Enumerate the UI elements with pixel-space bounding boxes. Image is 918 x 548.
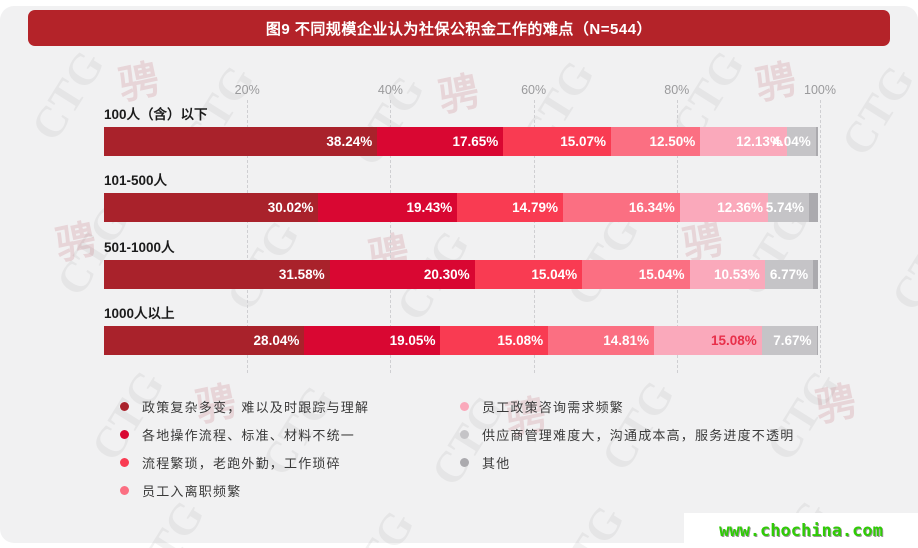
legend-dot-icon — [460, 429, 469, 439]
bar-segment — [809, 193, 819, 222]
x-axis-tick: 100% — [804, 83, 836, 97]
segment-value-label: 17.65% — [452, 134, 499, 149]
segment-value-label: 15.04% — [638, 267, 685, 282]
bar-segment: 28.04% — [104, 326, 305, 355]
legend-dot-icon — [120, 401, 129, 411]
bar-segment: 31.58% — [104, 260, 330, 289]
segment-value-label: 15.07% — [560, 134, 606, 149]
legend-item: 员工入离职频繁 — [120, 480, 369, 500]
bar-segment: 19.05% — [304, 326, 441, 355]
legend-dot-icon — [460, 401, 469, 411]
bar-segment: 15.07% — [503, 127, 611, 156]
site-link-box: www.chochina.com — [684, 513, 918, 548]
legend-item: 政策复杂多变，难以及时跟踪与理解 — [120, 396, 369, 416]
bar-segment: 17.65% — [377, 127, 504, 156]
segment-value-label: 12.13% — [736, 134, 782, 149]
legend-dot-icon — [120, 457, 129, 467]
gridline — [676, 100, 678, 373]
legend-label: 其他 — [482, 455, 511, 471]
segment-value-label: 16.34% — [628, 200, 675, 215]
segment-value-label: 12.50% — [649, 134, 696, 149]
legend-item: 其他 — [460, 452, 794, 472]
x-axis-tick: 20% — [234, 83, 260, 97]
stacked-bar: 28.04% 19.05% 15.08% 14.81% 15.08% 7.67% — [104, 326, 819, 355]
legend-dot-icon — [120, 485, 129, 495]
bar-segment: 7.67% — [761, 326, 817, 355]
bar-segment: 30.02% — [104, 193, 319, 222]
bar-segment: 16.34% — [562, 193, 680, 222]
gridline — [247, 100, 249, 373]
stacked-bar: 38.24% 17.65% 15.07% 12.50% 12.13% 4.04% — [104, 127, 819, 156]
segment-value-label: 6.77% — [769, 267, 809, 282]
gridline — [533, 100, 535, 373]
bar-segment: 5.74% — [765, 193, 809, 222]
segment-value-label: 28.04% — [253, 333, 300, 348]
category-label: 1000人以上 — [104, 306, 175, 321]
segment-value-label: 5.74% — [765, 200, 804, 215]
segment-value-label: 20.30% — [423, 267, 470, 282]
segment-value-label: 15.04% — [531, 267, 578, 282]
legend-item: 各地操作流程、标准、材料不统一 — [120, 424, 369, 444]
segment-value-label: 4.04% — [772, 134, 811, 149]
segment-value-label: 15.08% — [710, 333, 757, 348]
segment-value-label: 7.67% — [773, 333, 812, 348]
segment-value-label: 15.08% — [497, 333, 544, 348]
legend-column-left: 政策复杂多变，难以及时跟踪与理解 各地操作流程、标准、材料不统一 流程繁琐，老跑外勤… — [120, 396, 369, 508]
segment-value-label: 30.02% — [267, 200, 314, 215]
segment-value-label: 14.81% — [603, 333, 649, 348]
segment-value-label: 10.53% — [714, 267, 760, 282]
segment-value-label: 14.79% — [512, 200, 558, 215]
bar-segment: 6.77% — [764, 260, 814, 289]
bar-segment: 12.13% — [700, 127, 787, 156]
legend-label: 各地操作流程、标准、材料不统一 — [142, 427, 356, 443]
bar-segment: 12.50% — [610, 127, 701, 156]
category-label: 100人（含）以下 — [104, 107, 208, 122]
bar-segment: 4.04% — [773, 127, 816, 156]
legend-label: 供应商管理难度大，沟通成本高，服务进度不透明 — [482, 427, 795, 443]
legend-column-right: 员工政策咨询需求频繁供应商管理难度大，沟通成本高，服务进度不透明 其他 — [460, 396, 794, 480]
gridline — [390, 100, 392, 373]
segment-value-label: 12.36% — [717, 200, 763, 215]
legend-dot-icon — [120, 429, 129, 439]
x-axis-tick: 80% — [664, 83, 690, 97]
bar-segment: 10.53% — [689, 260, 765, 289]
bar-segment: 14.79% — [457, 193, 563, 222]
bar-segment: 20.30% — [329, 260, 475, 289]
segment-value-label: 38.24% — [326, 134, 373, 149]
chart-title-bar: 图9 不同规模企业认为社保公积金工作的难点（N=544） — [28, 10, 890, 46]
legend-label: 员工政策咨询需求频繁 — [482, 399, 625, 415]
x-axis-tick: 60% — [521, 83, 547, 97]
category-label: 101-500人 — [104, 173, 168, 188]
segment-value-label: 19.05% — [389, 333, 436, 348]
stacked-bar: 31.58% 20.30% 15.04% 15.04% 10.53% 6.77% — [104, 260, 819, 289]
legend-label: 政策复杂多变，难以及时跟踪与理解 — [142, 399, 370, 415]
legend-dot-icon — [460, 457, 469, 467]
segment-value-label: 31.58% — [278, 267, 325, 282]
legend-item: 流程繁琐，老跑外勤，工作琐碎 — [120, 452, 369, 472]
bar-segment — [816, 326, 819, 355]
bar-segment — [813, 260, 819, 289]
site-link[interactable]: www.chochina.com — [719, 520, 883, 541]
bar-segment: 15.08% — [440, 326, 549, 355]
x-axis-tick: 40% — [377, 83, 403, 97]
bar-segment: 14.81% — [548, 326, 654, 355]
segment-value-label: 19.43% — [406, 200, 453, 215]
legend-label: 员工入离职频繁 — [142, 483, 242, 499]
bar-segment: 12.36% — [679, 193, 768, 222]
legend-item: 员工政策咨询需求频繁 — [460, 396, 794, 416]
legend-label: 流程繁琐，老跑外勤，工作琐碎 — [142, 455, 341, 471]
bar-segment: 15.04% — [474, 260, 583, 289]
bar-segment: 19.43% — [318, 193, 458, 222]
bar-segment: 15.04% — [582, 260, 690, 289]
bar-segment: 38.24% — [104, 127, 378, 156]
bar-segment: 15.08% — [654, 326, 762, 355]
legend-item: 供应商管理难度大，沟通成本高，服务进度不透明 — [460, 424, 794, 444]
gridline — [820, 100, 821, 373]
stacked-bar: 30.02% 19.43% 14.79% 16.34% 12.36% 5.74% — [104, 193, 819, 222]
chart-title: 图9 不同规模企业认为社保公积金工作的难点（N=544） — [265, 20, 653, 38]
category-label: 501-1000人 — [104, 240, 175, 255]
bar-segment — [815, 127, 819, 156]
